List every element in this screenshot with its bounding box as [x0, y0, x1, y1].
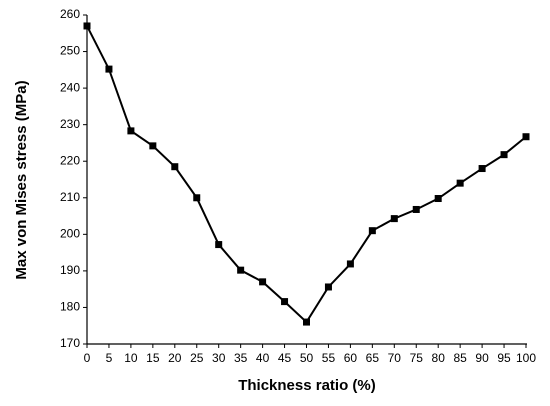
data-point — [127, 127, 135, 135]
x-tick-label: 15 — [146, 351, 160, 365]
data-point — [237, 266, 245, 274]
x-tick-label: 70 — [388, 351, 402, 365]
y-tick-label: 240 — [60, 80, 80, 94]
data-point — [171, 163, 179, 171]
x-tick-label: 0 — [84, 351, 91, 365]
data-point — [522, 133, 530, 141]
x-tick-label: 40 — [256, 351, 270, 365]
data-point — [368, 227, 376, 235]
data-point — [149, 142, 157, 150]
data-point — [105, 65, 113, 73]
data-point — [390, 215, 398, 223]
data-point — [434, 195, 442, 203]
x-tick-label: 65 — [366, 351, 380, 365]
data-point — [324, 283, 332, 291]
x-tick-label: 85 — [453, 351, 467, 365]
x-tick-label: 95 — [497, 351, 511, 365]
x-axis-label: Thickness ratio (%) — [238, 377, 376, 394]
x-tick-label: 55 — [322, 351, 336, 365]
data-point — [281, 298, 289, 306]
data-point — [500, 151, 508, 159]
series-line — [86, 25, 527, 324]
y-tick-label: 210 — [60, 190, 80, 204]
y-tick-label: 260 — [60, 7, 80, 21]
y-tick-label: 200 — [60, 227, 80, 241]
data-point — [456, 179, 464, 187]
x-tick-label: 100 — [516, 351, 536, 365]
y-axis-label: Max von Mises stress (MPa) — [13, 80, 30, 279]
y-tick-label: 220 — [60, 153, 80, 167]
x-tick-label: 30 — [212, 351, 226, 365]
x-tick-label: 20 — [168, 351, 182, 365]
x-tick-label: 60 — [344, 351, 358, 365]
x-tick-label: 45 — [278, 351, 292, 365]
x-tick-label: 75 — [410, 351, 424, 365]
y-tick-label: 170 — [60, 336, 80, 350]
y-tick-label: 190 — [60, 263, 80, 277]
y-tick-label: 230 — [60, 117, 80, 131]
data-point — [83, 22, 91, 30]
data-point — [303, 318, 310, 326]
x-tick-label: 10 — [124, 351, 138, 365]
data-point — [412, 205, 420, 213]
data-point — [478, 165, 486, 173]
data-point — [215, 241, 223, 249]
x-tick-label: 5 — [106, 351, 113, 365]
data-point — [346, 260, 354, 268]
x-tick-label: 80 — [432, 351, 446, 365]
y-tick-label: 250 — [60, 44, 80, 58]
x-tick-label: 35 — [234, 351, 248, 365]
data-point — [259, 278, 267, 286]
x-tick-label: 90 — [475, 351, 489, 365]
data-point — [193, 194, 201, 202]
x-tick-label: 50 — [300, 351, 314, 365]
x-tick-label: 25 — [190, 351, 204, 365]
y-tick-label: 180 — [60, 300, 80, 314]
